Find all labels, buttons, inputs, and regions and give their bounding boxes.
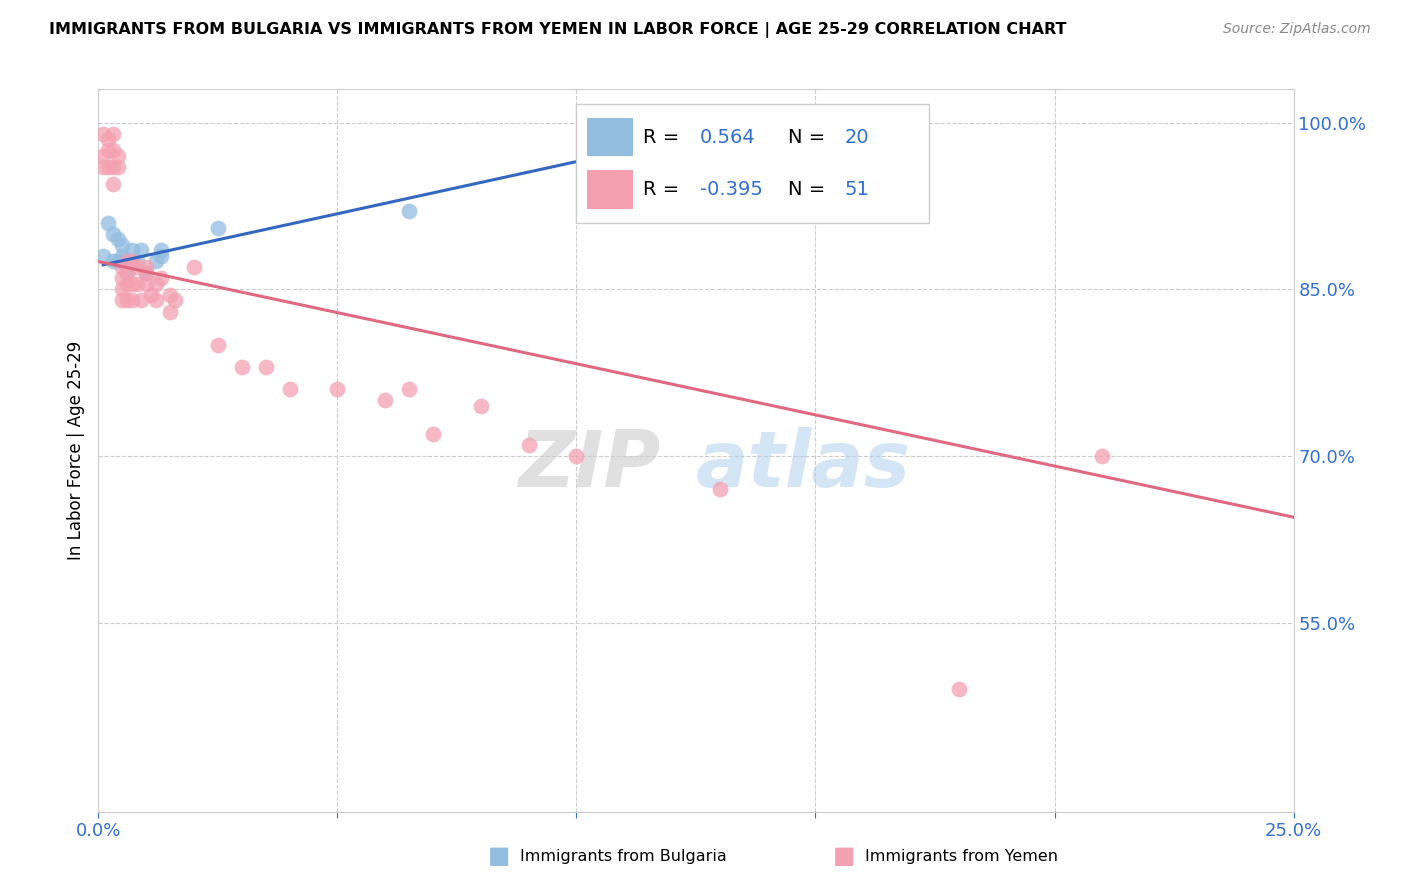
Point [149, 271, 172, 285]
Point [101, 127, 124, 141]
Point [709, 127, 731, 141]
Point [159, 288, 181, 302]
Point [115, 254, 138, 268]
Point [97, 132, 120, 146]
Point [149, 244, 172, 258]
Point [163, 293, 186, 308]
Text: ■: ■ [488, 845, 510, 868]
Point [101, 160, 124, 174]
Point [111, 271, 134, 285]
Point [131, 293, 153, 308]
Point [107, 254, 129, 268]
Point [111, 260, 134, 274]
Point [145, 254, 167, 268]
Point [159, 304, 181, 318]
Point [948, 682, 970, 697]
Point [97, 144, 120, 158]
Text: ZIP: ZIP [517, 427, 661, 503]
Point [115, 293, 138, 308]
Point [121, 293, 143, 308]
Point [107, 149, 129, 163]
Point [131, 244, 153, 258]
Point [149, 249, 172, 263]
Point [207, 221, 229, 235]
Point [101, 227, 124, 241]
Y-axis label: In Labor Force | Age 25-29: In Labor Force | Age 25-29 [66, 341, 84, 560]
Text: IMMIGRANTS FROM BULGARIA VS IMMIGRANTS FROM YEMEN IN LABOR FORCE | AGE 25-29 COR: IMMIGRANTS FROM BULGARIA VS IMMIGRANTS F… [49, 22, 1067, 38]
Point [422, 426, 444, 441]
Point [121, 254, 143, 268]
Point [111, 282, 134, 296]
Point [97, 160, 120, 174]
Point [125, 260, 148, 274]
Point [111, 249, 134, 263]
Point [125, 277, 148, 291]
Point [135, 260, 157, 274]
Point [1091, 449, 1114, 463]
Point [326, 382, 349, 396]
Point [91, 127, 114, 141]
Point [101, 254, 124, 268]
Point [231, 360, 253, 375]
Point [115, 277, 138, 291]
Point [145, 293, 167, 308]
Point [183, 260, 205, 274]
Text: Immigrants from Yemen: Immigrants from Yemen [865, 849, 1057, 863]
Point [107, 232, 129, 246]
Point [121, 244, 143, 258]
Point [565, 449, 588, 463]
Point [139, 288, 162, 302]
Text: atlas: atlas [696, 427, 911, 503]
Point [207, 338, 229, 352]
Point [91, 149, 114, 163]
Point [135, 266, 157, 280]
Point [107, 160, 129, 174]
Point [398, 382, 420, 396]
Point [517, 438, 540, 452]
Point [101, 177, 124, 191]
Point [135, 277, 157, 291]
Point [278, 382, 301, 396]
Point [135, 266, 157, 280]
Text: Source: ZipAtlas.com: Source: ZipAtlas.com [1223, 22, 1371, 37]
Point [111, 237, 134, 252]
Point [111, 254, 134, 268]
Point [145, 277, 167, 291]
Point [125, 254, 148, 268]
Point [101, 144, 124, 158]
Text: Immigrants from Bulgaria: Immigrants from Bulgaria [520, 849, 727, 863]
Point [374, 393, 396, 408]
Point [91, 249, 114, 263]
Point [115, 266, 138, 280]
Point [254, 360, 277, 375]
Point [111, 293, 134, 308]
Point [115, 266, 138, 280]
Point [91, 160, 114, 174]
Point [398, 204, 420, 219]
Point [470, 399, 492, 413]
Point [97, 216, 120, 230]
Text: ■: ■ [832, 845, 855, 868]
Point [121, 277, 143, 291]
Point [709, 483, 731, 497]
